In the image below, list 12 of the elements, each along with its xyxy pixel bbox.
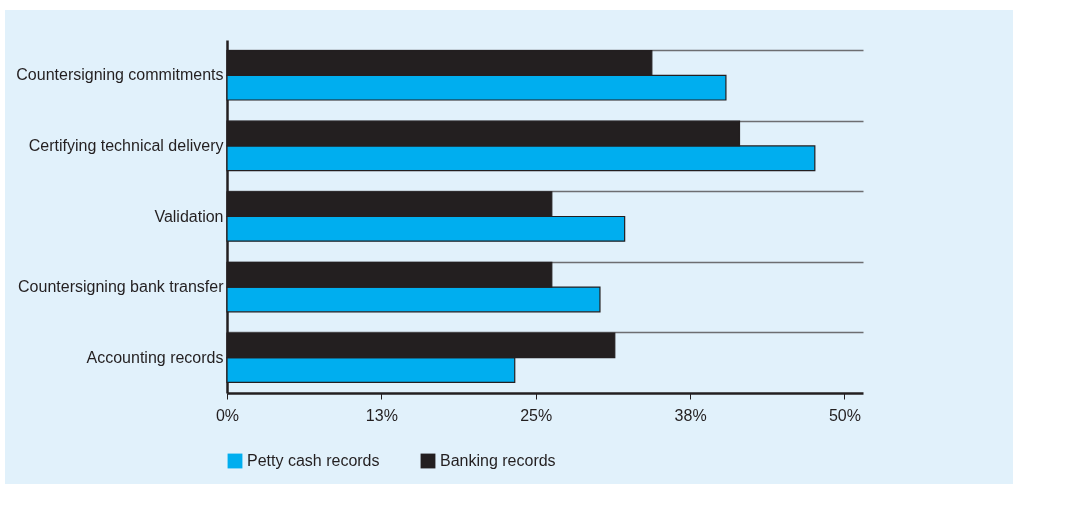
x-tick-label: 38% xyxy=(674,406,707,424)
legend-label: Petty cash records xyxy=(247,452,380,469)
y-tick-label: Countersigning bank transfer xyxy=(18,278,225,296)
y-tick-label: Accounting records xyxy=(86,348,224,366)
x-tick-label: 0% xyxy=(215,406,240,424)
x-tick-label: 50% xyxy=(828,406,861,424)
x-tick-label: 25% xyxy=(520,406,553,424)
legend-label: Banking records xyxy=(440,452,556,469)
y-tick-label: Certifying technical delivery xyxy=(28,136,224,154)
x-tick-label: 13% xyxy=(365,406,398,424)
y-tick-label: Countersigning commitments xyxy=(16,66,224,84)
y-tick-label: Validation xyxy=(154,207,224,225)
